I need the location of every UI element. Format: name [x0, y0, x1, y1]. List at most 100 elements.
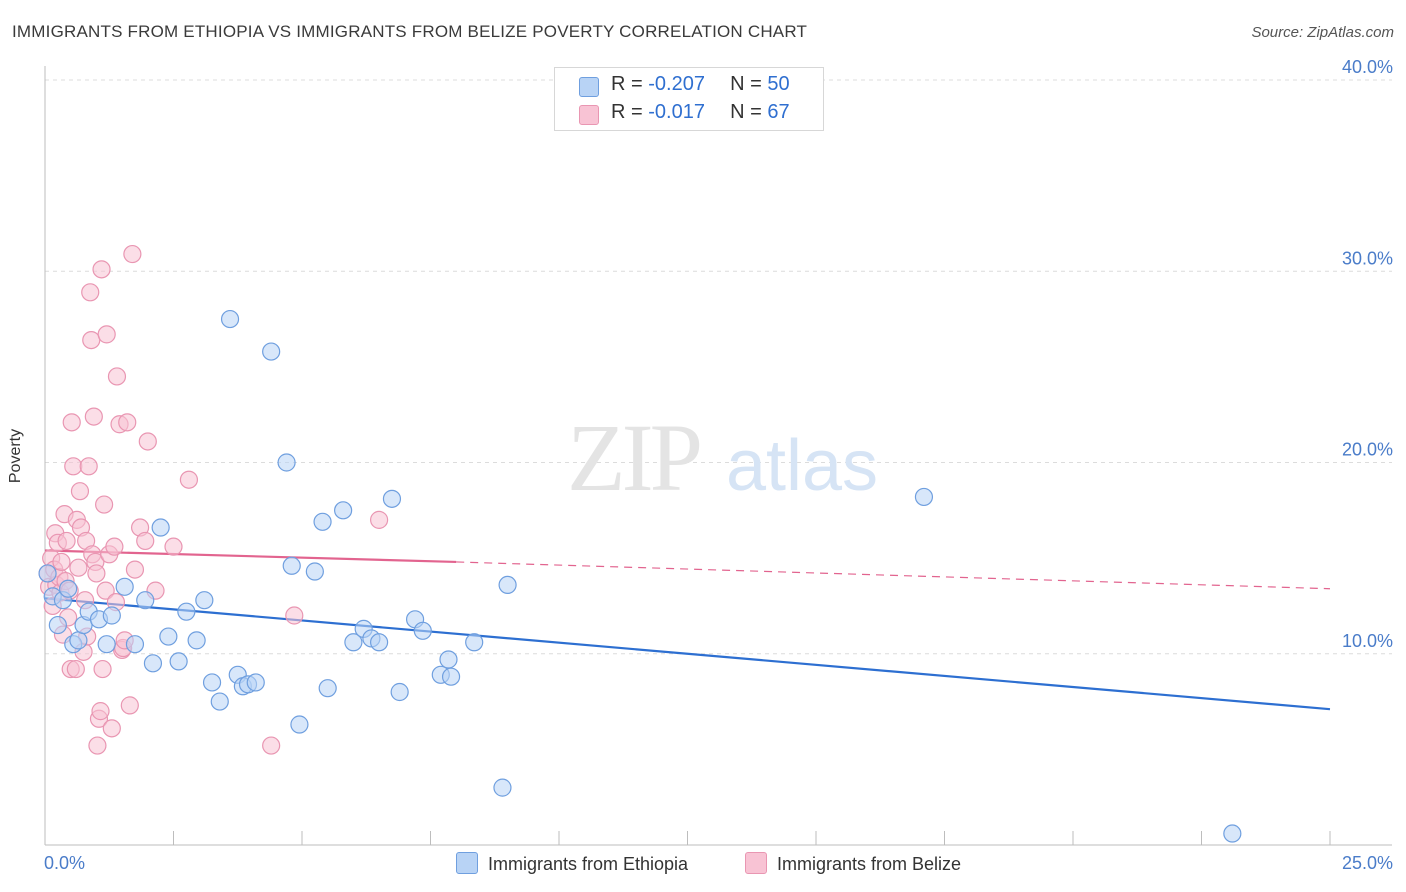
ethiopia-point [48, 615, 67, 635]
source-label: Source: ZipAtlas.com [1251, 24, 1394, 41]
belize-r-value: -0.017 [648, 101, 705, 123]
belize-point [64, 457, 83, 476]
ethiopia-point [318, 679, 337, 698]
belize-point [93, 659, 112, 679]
chart-title: IMMIGRANTS FROM ETHIOPIA VS IMMIGRANTS F… [12, 22, 808, 41]
ethiopia-point [305, 562, 324, 581]
belize-point [102, 719, 121, 738]
y-tick-label: 20.0% [1342, 440, 1393, 460]
ethiopia-point [313, 512, 332, 531]
ethiopia-point [290, 715, 309, 734]
ethiopia-point [370, 633, 389, 652]
watermark: ZIP atlas [567, 404, 878, 511]
belize-point [66, 659, 85, 679]
belize-swatch [579, 105, 599, 125]
ethiopia-point [914, 487, 934, 507]
ethiopia-point [277, 453, 296, 472]
ethiopia-trend-line [44, 597, 1331, 711]
belize-trend-line-dashed [456, 561, 1331, 590]
belize-point [91, 702, 110, 721]
ethiopia-point [465, 633, 484, 652]
ethiopia-point [169, 652, 188, 671]
ethiopia-point [493, 778, 512, 797]
legend-item-belize: Immigrants from Belize [745, 852, 961, 875]
gridlines [45, 79, 1392, 655]
ethiopia-point [498, 575, 517, 595]
ethiopia-point [102, 606, 121, 625]
ethiopia-r-label: R = [611, 73, 643, 95]
belize-point [96, 581, 115, 600]
belize-point [136, 531, 155, 551]
belize-point [52, 552, 71, 572]
belize-point [285, 606, 304, 625]
ethiopia-point [382, 489, 402, 508]
belize-n-value: 67 [767, 101, 790, 123]
belize-point [82, 331, 101, 350]
belize-point [97, 325, 116, 344]
belize-point [57, 531, 76, 551]
belize-legend-label: Immigrants from Belize [777, 854, 962, 874]
belize-point [105, 537, 124, 556]
ethiopia-point [202, 673, 222, 692]
ethiopia-point [97, 635, 116, 654]
ethiopia-point [195, 591, 214, 610]
ethiopia-point [282, 556, 301, 575]
belize-point [123, 244, 142, 264]
x-tick-label-max: 25.0% [1342, 853, 1393, 873]
ethiopia-point [220, 309, 240, 329]
belize-point [69, 558, 88, 577]
belize-point [118, 413, 137, 432]
ethiopia-legend-swatch [456, 852, 478, 874]
belize-point [95, 495, 114, 514]
ethiopia-n-value: 50 [767, 73, 790, 95]
belize-legend-swatch [745, 852, 767, 874]
belize-point [370, 510, 389, 529]
ethiopia-point [38, 564, 57, 583]
belize-point [92, 260, 111, 279]
belize-n-label: N = [730, 101, 762, 123]
axes [44, 66, 1392, 846]
ethiopia-swatch [579, 77, 599, 97]
ethiopia-point [441, 667, 461, 686]
belize-point [62, 413, 81, 432]
belize-r-label: R = [611, 101, 643, 123]
belize-point [164, 537, 183, 556]
ethiopia-point [187, 631, 206, 650]
belize-point [88, 736, 107, 755]
ethiopia-r-value: -0.207 [648, 73, 705, 95]
ethiopia-point [151, 518, 170, 537]
ethiopia-point [59, 579, 78, 598]
belize-point [120, 696, 139, 715]
belize-point [138, 432, 157, 451]
data-points [38, 244, 1242, 843]
ethiopia-point [159, 627, 178, 646]
belize-point [79, 457, 98, 476]
ethiopia-n-label: N = [730, 73, 762, 95]
ethiopia-point [344, 633, 363, 652]
tick-labels: 10.0% 20.0% 30.0% 40.0% 0.0% 25.0% [44, 57, 1393, 873]
ethiopia-point [125, 635, 145, 654]
ethiopia-point [262, 342, 281, 361]
ethiopia-legend-label: Immigrants from Ethiopia [488, 854, 689, 874]
legend-item-ethiopia: Immigrants from Ethiopia [456, 852, 688, 875]
y-tick-label: 40.0% [1342, 57, 1393, 77]
belize-point [262, 736, 281, 755]
belize-point [87, 564, 106, 583]
ethiopia-point [1223, 824, 1242, 843]
ethiopia-point [115, 577, 134, 596]
ethiopia-point [136, 591, 155, 610]
ethiopia-point [390, 682, 409, 702]
ethiopia-point [69, 631, 88, 650]
watermark-zip: ZIP [567, 404, 700, 511]
ethiopia-point [143, 654, 163, 673]
ethiopia-point [413, 621, 432, 640]
belize-point [125, 560, 145, 579]
ethiopia-point [177, 602, 196, 621]
belize-point [70, 482, 90, 501]
ethiopia-point [439, 650, 458, 669]
belize-point [179, 470, 199, 489]
ethiopia-point [210, 692, 229, 711]
x-tick-label-min: 0.0% [44, 853, 85, 873]
watermark-atlas: atlas [726, 426, 878, 506]
